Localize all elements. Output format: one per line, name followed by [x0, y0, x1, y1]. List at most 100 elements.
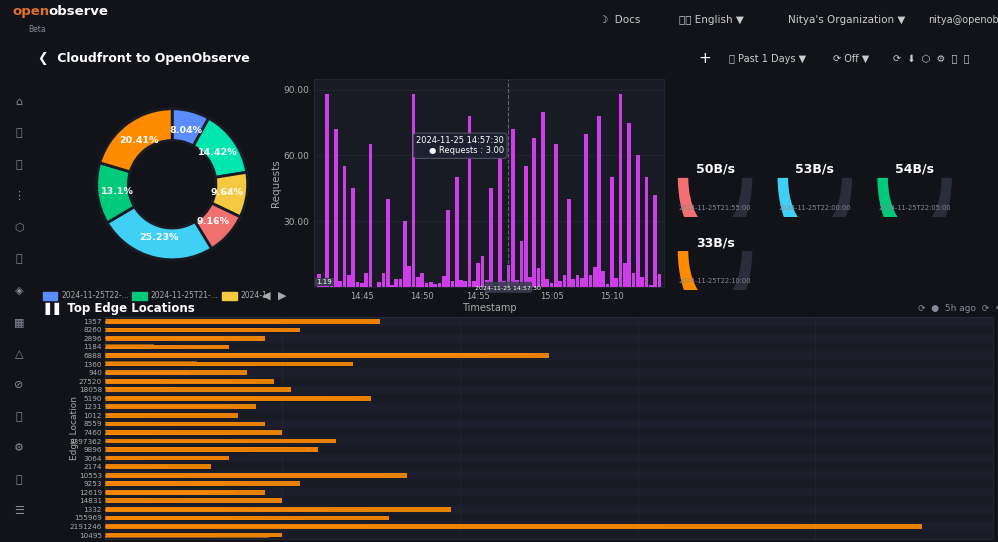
Bar: [485, 280, 489, 287]
Text: 50B/s: 50B/s: [696, 163, 735, 176]
Text: ▦: ▦: [14, 318, 24, 327]
Bar: [105, 398, 354, 399]
Text: 🔍: 🔍: [16, 128, 22, 138]
Y-axis label: Requests: Requests: [270, 159, 280, 207]
Bar: [223, 292, 237, 300]
Text: △: △: [15, 349, 23, 359]
Wedge shape: [97, 163, 135, 223]
Text: Beta: Beta: [28, 25, 46, 34]
Bar: [105, 517, 229, 518]
Bar: [567, 199, 571, 287]
Bar: [589, 275, 592, 287]
Bar: [105, 468, 172, 469]
Bar: [105, 353, 549, 358]
Text: 2024-11-25T21:55:00: 2024-11-25T21:55:00: [679, 204, 751, 211]
Text: 🔌: 🔌: [16, 475, 22, 485]
Bar: [105, 496, 993, 505]
Bar: [105, 331, 223, 332]
Text: 13.1%: 13.1%: [101, 186, 134, 196]
Bar: [105, 437, 993, 445]
Bar: [105, 326, 993, 334]
Bar: [105, 388, 291, 392]
Text: ▐▐  Top Edge Locations: ▐▐ Top Edge Locations: [41, 302, 195, 315]
Bar: [105, 413, 238, 418]
Bar: [407, 267, 411, 287]
Bar: [584, 133, 588, 287]
Bar: [105, 510, 214, 511]
Text: ⊘: ⊘: [14, 380, 24, 390]
Bar: [390, 285, 394, 287]
Bar: [105, 406, 231, 407]
Bar: [571, 280, 575, 287]
Bar: [105, 370, 247, 375]
Bar: [494, 286, 497, 287]
Bar: [105, 462, 993, 471]
Bar: [105, 466, 166, 467]
Bar: [105, 373, 191, 374]
Bar: [105, 394, 993, 403]
Bar: [446, 210, 450, 287]
Bar: [105, 456, 230, 461]
Bar: [105, 481, 242, 482]
Bar: [602, 272, 605, 287]
Text: ▶: ▶: [277, 291, 286, 301]
Bar: [105, 338, 228, 339]
Bar: [489, 189, 493, 287]
Bar: [105, 454, 993, 462]
Text: 54B/s: 54B/s: [895, 163, 934, 176]
Bar: [105, 388, 164, 389]
Bar: [425, 283, 428, 287]
Bar: [355, 282, 359, 287]
Bar: [105, 371, 173, 372]
Bar: [105, 319, 380, 324]
Bar: [412, 94, 415, 287]
Bar: [381, 273, 385, 287]
Bar: [105, 360, 993, 368]
Text: ⋮: ⋮: [13, 191, 25, 201]
Bar: [105, 365, 212, 366]
Bar: [481, 256, 484, 287]
Text: 9.64%: 9.64%: [211, 188, 244, 197]
Bar: [463, 281, 467, 287]
Bar: [105, 403, 993, 411]
Text: 14.42%: 14.42%: [198, 148, 238, 157]
Bar: [105, 343, 993, 351]
Text: 53B/s: 53B/s: [795, 163, 834, 176]
Bar: [105, 420, 993, 428]
Bar: [533, 138, 536, 287]
Bar: [105, 387, 176, 388]
Bar: [105, 526, 373, 527]
Bar: [593, 267, 597, 287]
Bar: [105, 351, 993, 360]
Bar: [105, 349, 166, 350]
Bar: [105, 533, 282, 537]
Bar: [105, 509, 370, 510]
Bar: [105, 397, 251, 398]
Bar: [459, 280, 463, 287]
Bar: [105, 490, 264, 495]
Bar: [524, 166, 528, 287]
Bar: [105, 476, 184, 477]
Bar: [105, 483, 250, 484]
Bar: [105, 482, 177, 483]
Bar: [105, 348, 183, 349]
Wedge shape: [107, 207, 212, 260]
Text: 2024-11-25T22:10:00: 2024-11-25T22:10:00: [679, 278, 751, 284]
Bar: [105, 534, 220, 535]
Wedge shape: [194, 118, 247, 177]
Bar: [105, 533, 174, 534]
Bar: [420, 273, 424, 287]
Bar: [105, 362, 185, 363]
Bar: [105, 434, 234, 435]
Bar: [351, 189, 355, 287]
Bar: [511, 129, 515, 287]
Wedge shape: [678, 251, 702, 312]
Wedge shape: [777, 178, 852, 249]
Bar: [520, 241, 523, 287]
Bar: [105, 430, 161, 431]
Bar: [105, 535, 203, 537]
Bar: [105, 501, 180, 502]
Bar: [658, 274, 662, 287]
Bar: [105, 438, 335, 443]
Bar: [321, 283, 324, 287]
